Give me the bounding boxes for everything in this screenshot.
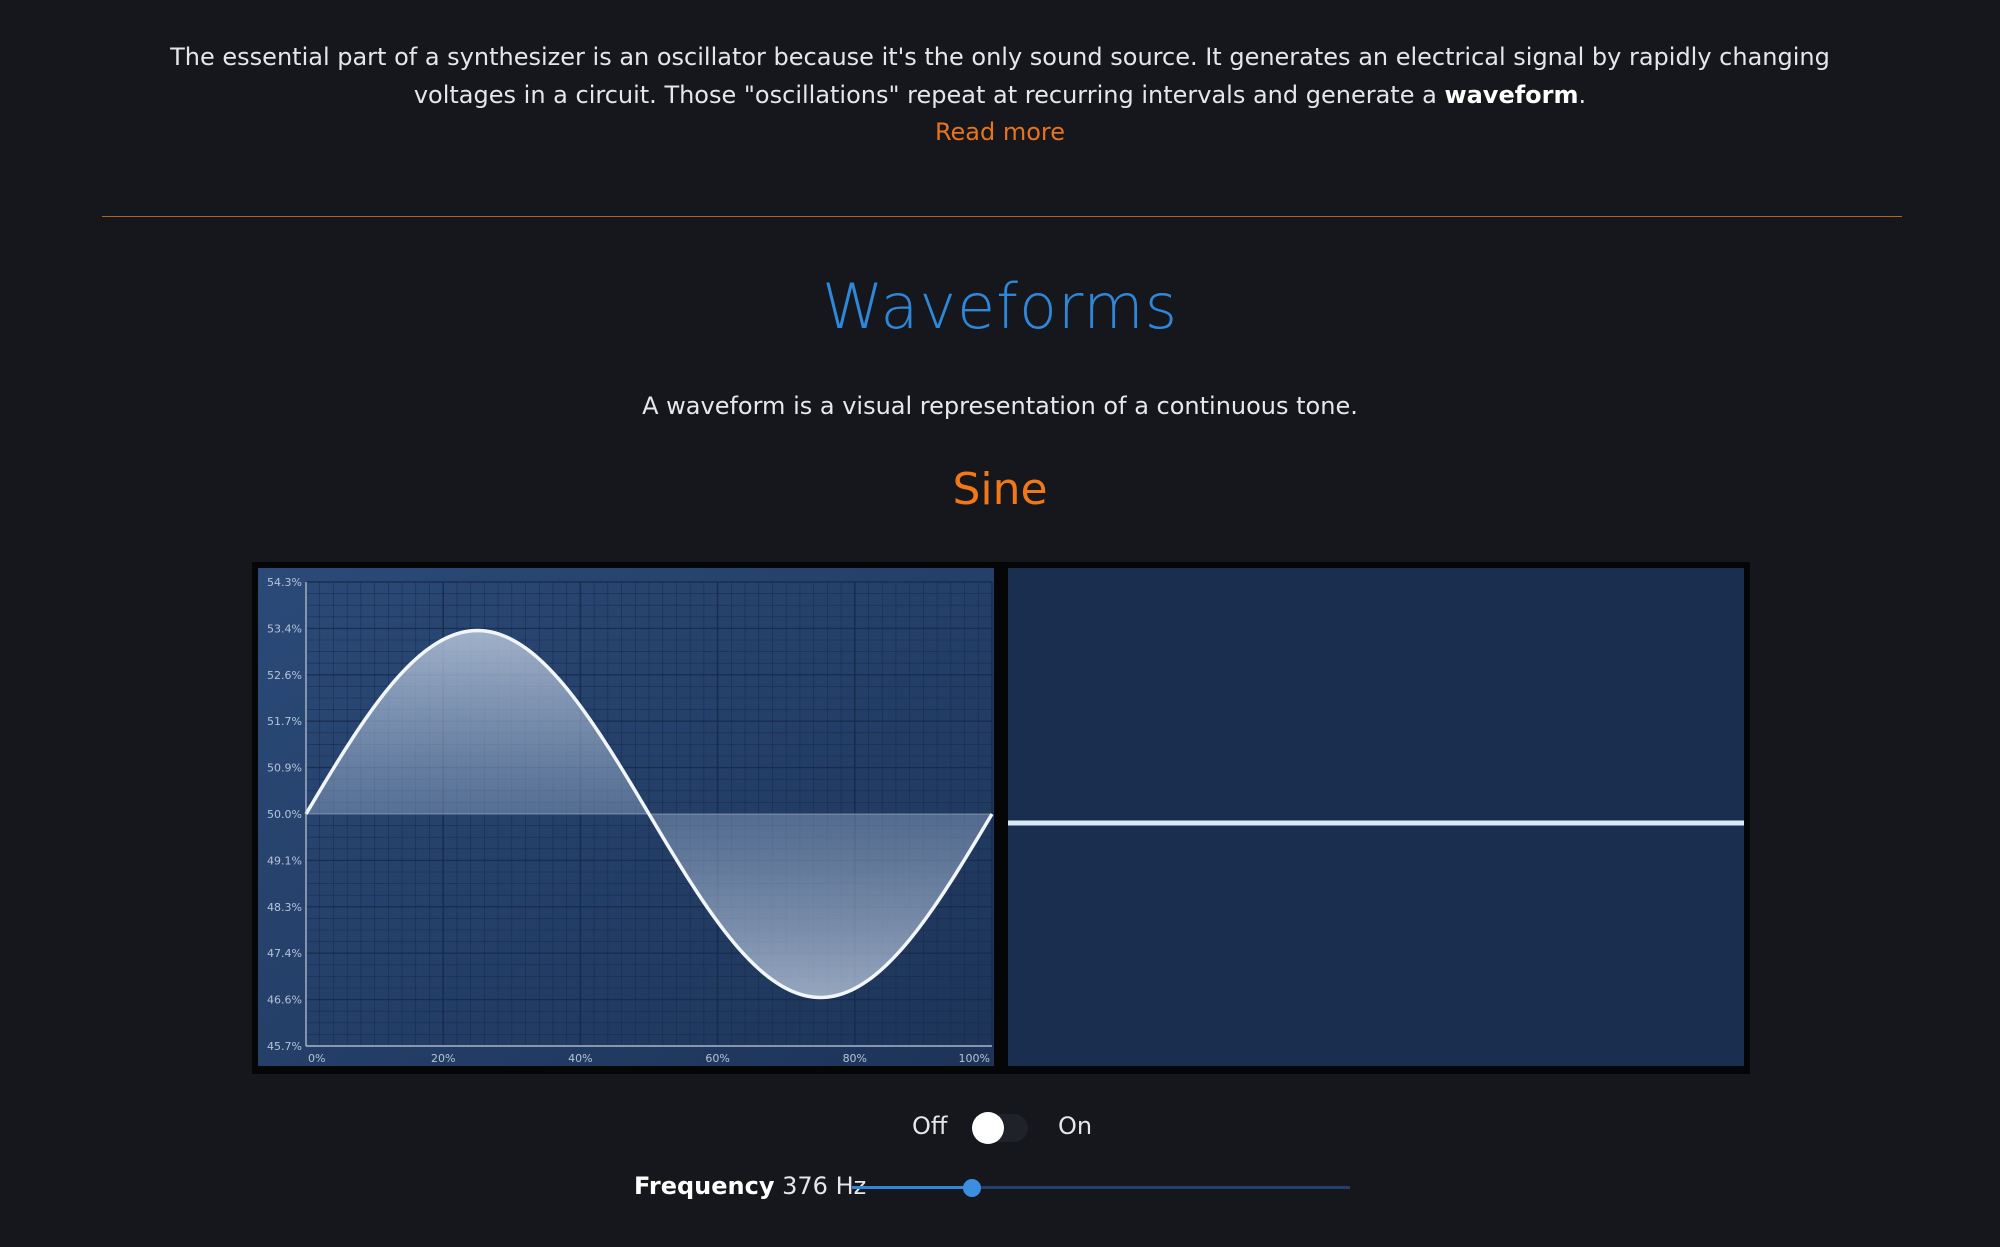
x-tick-label: 20% (431, 1052, 455, 1065)
y-tick-label: 51.7% (267, 715, 302, 728)
y-tick-label: 45.7% (267, 1040, 302, 1053)
y-tick-label: 48.3% (267, 901, 302, 914)
x-tick-label: 0% (308, 1052, 325, 1065)
section-divider (102, 216, 1902, 217)
x-tick-label: 60% (705, 1052, 729, 1065)
power-toggle[interactable] (972, 1112, 1028, 1144)
power-on-label: On (1058, 1112, 1093, 1140)
frequency-label-text: Frequency (634, 1172, 775, 1200)
waveform-chart-svg: 54.3% 53.4% 52.6% 51.7% 50.9% 50.0% 49.1% 48.3%… (258, 568, 994, 1066)
y-tick-label: 49.1% (267, 854, 302, 867)
frequency-slider-track[interactable] (852, 1186, 1350, 1189)
intro-text: The essential part of a synthesizer is a… (170, 43, 1830, 109)
y-tick-label: 46.6% (267, 994, 302, 1007)
frequency-slider[interactable] (852, 1174, 1350, 1202)
section-description: A waveform is a visual representation of… (642, 392, 1358, 420)
oscilloscope-panel (1008, 568, 1744, 1066)
x-tick-label: 100% (959, 1052, 990, 1065)
x-tick-label: 80% (843, 1052, 867, 1065)
frequency-slider-thumb[interactable] (962, 1179, 981, 1197)
y-tick-label: 50.0% (267, 808, 302, 821)
series-line (304, 628, 994, 1000)
y-tick-label: 50.9% (267, 762, 302, 775)
waveform-chart: 54.3% 53.4% 52.6% 51.7% 50.9% 50.0% 49.1% 48.3%… (258, 568, 994, 1066)
y-tick-label: 52.6% (267, 669, 302, 682)
oscilloscope-svg (1008, 820, 1744, 826)
intro-bold-word: waveform (1444, 81, 1579, 109)
section-title: Waveforms (821, 270, 1179, 343)
power-off-label: Off (912, 1112, 948, 1140)
power-toggle-knob[interactable] (972, 1112, 1004, 1144)
intro-paragraph: The essential part of a synthesizer is a… (160, 38, 1840, 114)
area-negative (649, 814, 992, 998)
read-more-link[interactable]: Read more (934, 118, 1066, 146)
intro-text-end: . (1578, 81, 1587, 109)
frequency-slider-fill (852, 1186, 972, 1189)
waveform-name: Sine (952, 464, 1048, 515)
y-tick-label: 54.3% (267, 576, 302, 589)
x-tick-label: 40% (568, 1052, 592, 1065)
y-tick-label: 53.4% (267, 622, 302, 635)
area-positive (306, 630, 649, 814)
y-tick-label: 47.4% (267, 947, 302, 960)
frequency-label: Frequency 376 Hz (634, 1172, 866, 1200)
